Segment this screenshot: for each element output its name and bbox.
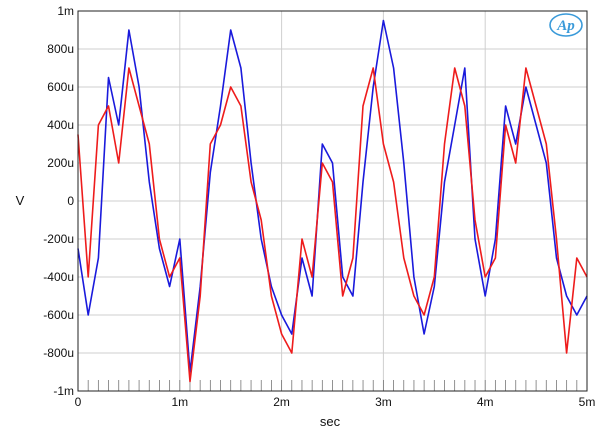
y-tick-label: -1m xyxy=(53,384,74,398)
y-tick-label: -200u xyxy=(43,232,74,246)
y-tick-label: 0 xyxy=(67,194,74,208)
plot-frame xyxy=(77,10,588,392)
x-tick-labels: 0 1m 2m 3m 4m 5m xyxy=(75,395,596,409)
x-tick-label: 3m xyxy=(375,395,392,409)
y-tick-label: 200u xyxy=(47,156,74,170)
x-tick-label: 5m xyxy=(579,395,596,409)
y-tick-label: 600u xyxy=(47,80,74,94)
ap-logo: Ap xyxy=(549,13,583,37)
y-tick-label: -400u xyxy=(43,270,74,284)
y-tick-label: 800u xyxy=(47,42,74,56)
x-tick-label: 0 xyxy=(75,395,82,409)
x-tick-label: 4m xyxy=(477,395,494,409)
y-tick-label: -800u xyxy=(43,346,74,360)
series-line xyxy=(77,67,588,383)
minor-ticks xyxy=(87,380,578,391)
x-tick-label: 1m xyxy=(171,395,188,409)
series-layer xyxy=(77,19,588,383)
x-tick-label: 2m xyxy=(273,395,290,409)
y-axis-label: V xyxy=(16,193,25,208)
y-tick-label: -600u xyxy=(43,308,74,322)
x-axis-label: sec xyxy=(320,414,341,429)
ap-logo-ring-icon xyxy=(549,13,583,37)
series-line xyxy=(77,19,588,373)
ap-logo-text: Ap xyxy=(556,18,575,34)
y-tick-label: 1m xyxy=(57,4,74,18)
y-tick-labels: 1m 800u 600u 400u 200u 0 -200u -400u -600u -800u -… xyxy=(43,4,74,398)
y-tick-label: 400u xyxy=(47,118,74,132)
